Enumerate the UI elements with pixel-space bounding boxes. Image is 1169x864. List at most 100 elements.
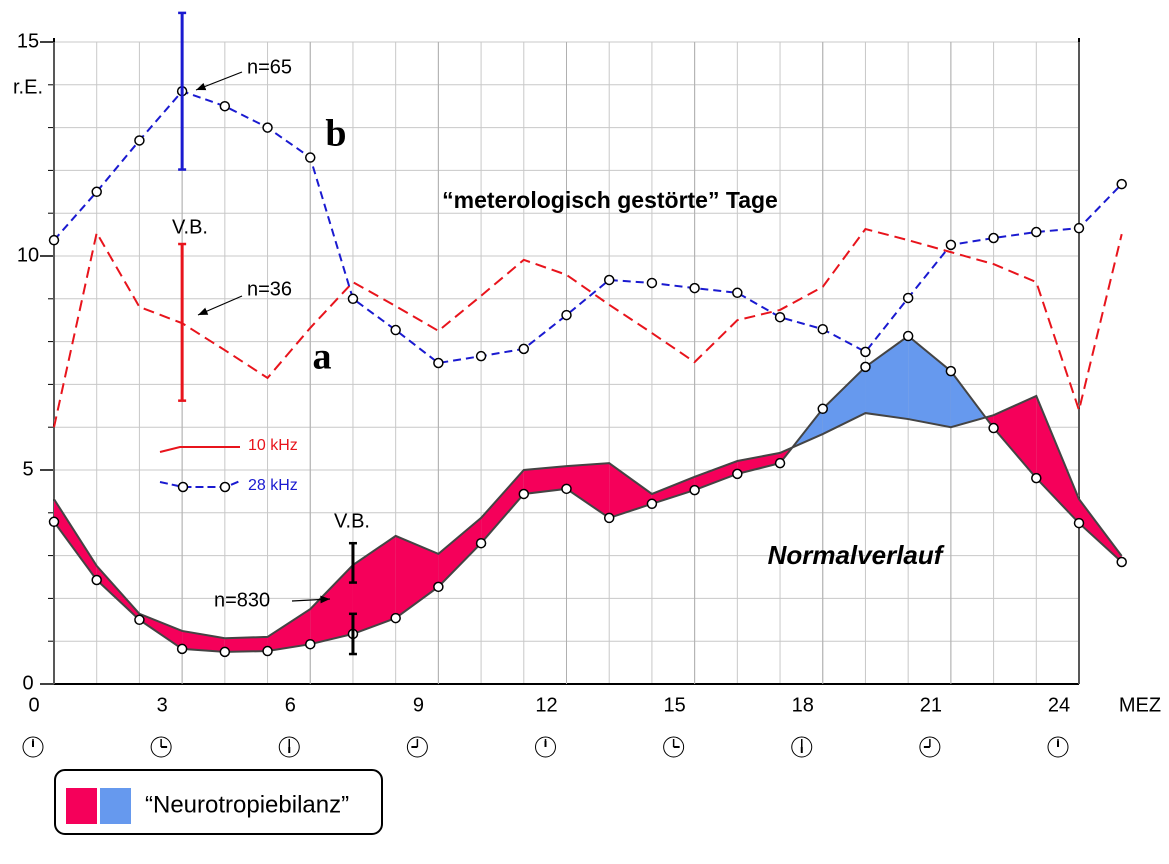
balance-area — [694, 461, 738, 491]
balance-area — [908, 336, 951, 428]
x-tick-label: 0 — [28, 694, 39, 716]
legend-marker — [219, 481, 231, 493]
annotation-arrow — [197, 295, 243, 316]
balance-area — [182, 630, 225, 652]
normal-point — [988, 422, 999, 434]
y-tick-label: 10 — [17, 244, 39, 266]
series-point — [689, 282, 700, 294]
y-tick-label: 15 — [17, 30, 39, 52]
x-tick-label: 12 — [535, 694, 557, 716]
legend-label: 10 kHz — [248, 437, 298, 454]
legend-marker — [177, 481, 189, 493]
normal-point — [219, 646, 231, 658]
normal-point — [390, 612, 401, 624]
series-point — [305, 152, 316, 163]
normal-point — [134, 614, 145, 626]
normal-point — [902, 330, 914, 342]
legend-line — [159, 480, 241, 488]
series-point — [646, 277, 658, 289]
y-tick-label: 5 — [22, 458, 33, 480]
annotation: n=65 — [247, 56, 292, 78]
normal-point — [518, 488, 530, 500]
series-point — [347, 293, 359, 305]
series-point — [518, 343, 530, 355]
balance-area — [310, 565, 353, 645]
normal-point — [91, 574, 102, 586]
series-point — [48, 234, 60, 246]
marks — [48, 11, 1127, 658]
balance-area — [139, 613, 183, 649]
x-tick-label: 21 — [920, 694, 942, 716]
annotation: n=830 — [214, 589, 270, 611]
series-point — [1116, 178, 1127, 190]
balance-area — [481, 470, 524, 544]
balance-area — [993, 395, 1037, 479]
normal-point — [561, 483, 572, 495]
series-point — [1031, 226, 1042, 238]
legend-line — [159, 446, 240, 453]
balance-area — [267, 609, 311, 652]
annotation-arrow — [291, 595, 331, 604]
series-point — [988, 232, 999, 244]
series-point — [817, 323, 828, 335]
band-label: Normalverlauf — [768, 540, 945, 570]
x-tick-label: 9 — [413, 694, 424, 716]
normal-point — [689, 484, 700, 496]
normal-line — [53, 334, 1123, 653]
x-tick-label: 24 — [1048, 694, 1070, 716]
normal-point — [1031, 472, 1042, 484]
balance-area — [737, 452, 781, 474]
balance-area — [651, 476, 695, 504]
normal-point — [732, 468, 743, 480]
series-point — [902, 292, 914, 304]
annotation-arrow — [195, 71, 243, 91]
normal-point — [774, 457, 786, 469]
normal-point — [603, 512, 615, 524]
normal-point — [1116, 556, 1127, 568]
lines — [53, 90, 1123, 653]
series-point — [1073, 222, 1085, 234]
series-point — [774, 311, 786, 323]
y-tick-label: 0 — [22, 672, 33, 694]
series-point — [262, 122, 273, 133]
balance-area — [1036, 395, 1079, 524]
chart-title: “meterologisch gestörte” Tage — [442, 187, 778, 213]
normal-point — [475, 537, 487, 549]
normal-line — [53, 394, 1123, 640]
annotation: n=36 — [247, 278, 292, 300]
legend: 10 kHz 28 kHz — [159, 437, 298, 494]
series-letter: b — [325, 113, 346, 155]
series-point — [219, 100, 231, 112]
normal-point — [433, 581, 444, 593]
series-point — [945, 239, 957, 251]
balance-legend-box — [54, 769, 383, 835]
series-letter: a — [313, 336, 332, 378]
legend-label: 28 kHz — [248, 477, 298, 494]
series-point — [603, 274, 615, 286]
balance-area — [438, 517, 482, 587]
normal-point — [646, 498, 658, 510]
normal-point — [262, 645, 273, 657]
balance-legend-label: “Neurotropiebilanz” — [145, 791, 349, 818]
series-point — [433, 357, 444, 369]
series-point — [561, 309, 572, 321]
x-tick-label: 18 — [792, 694, 814, 716]
normal-point — [945, 365, 957, 377]
balance-area — [865, 336, 909, 420]
normal-point — [305, 638, 316, 650]
y-axis-label: r.E. — [13, 76, 43, 98]
balance-area — [566, 463, 610, 518]
balance-area — [54, 499, 97, 580]
balance-area — [352, 535, 396, 634]
normal-point — [176, 643, 188, 655]
series-point — [134, 135, 145, 146]
series-point — [475, 350, 487, 362]
normal-point — [1073, 517, 1085, 529]
series-point — [390, 324, 401, 336]
x-tick-label: 15 — [664, 694, 686, 716]
series-point — [91, 186, 102, 198]
normal-point — [48, 516, 60, 528]
balance-area — [224, 636, 268, 652]
balance-area — [609, 463, 652, 518]
